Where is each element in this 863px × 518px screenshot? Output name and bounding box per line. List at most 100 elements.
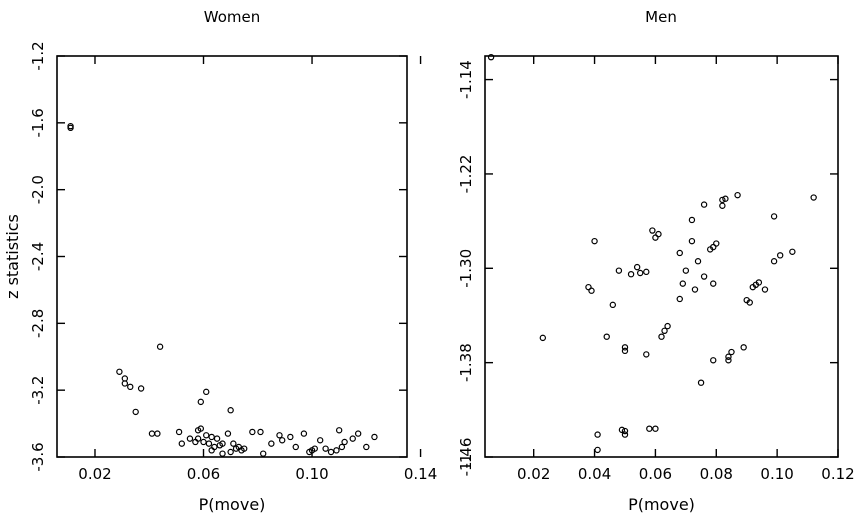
data-point-men (594, 431, 601, 438)
data-point-women (127, 383, 134, 391)
chart-title-women: Women (204, 8, 260, 26)
data-point-women (333, 447, 340, 454)
x-tick-label-women: 0.14 (404, 465, 437, 483)
data-point-women (175, 428, 183, 436)
x-tick-label-men: 0.12 (821, 465, 854, 483)
data-point-women (371, 433, 378, 441)
y-tick-label-women: -2.8 (29, 309, 47, 338)
data-point-men (761, 286, 769, 293)
data-point-women (197, 398, 204, 406)
data-point-women (238, 447, 245, 454)
y-tick-label-women: -1.2 (29, 41, 47, 70)
plot-frame-women (56, 55, 408, 458)
data-point-men (655, 230, 662, 238)
data-point-women (203, 388, 210, 396)
data-point-women (363, 443, 370, 451)
data-point-women (67, 124, 74, 132)
y-tick-label-women: -2.4 (29, 242, 47, 271)
data-point-women (197, 425, 204, 432)
data-point-men (770, 213, 778, 220)
data-point-men (770, 258, 778, 265)
x-tick-label-men: 0.06 (639, 465, 672, 483)
x-tick-label-women: 0.02 (78, 465, 111, 483)
data-point-men (679, 280, 687, 287)
data-point-women (116, 368, 123, 375)
data-point-women (137, 385, 145, 392)
y-tick-label-women: -2.0 (29, 175, 47, 204)
data-point-women (192, 438, 199, 446)
data-point-men (627, 270, 635, 278)
data-point-men (776, 252, 784, 259)
data-point-men (594, 446, 601, 454)
data-point-men (658, 333, 665, 340)
y-tick-label-men: -1.14 (457, 60, 475, 99)
data-point-women (249, 428, 256, 436)
data-point-women (205, 440, 213, 447)
y-tick-label-men: -1.30 (457, 249, 475, 288)
data-point-women (224, 430, 232, 437)
y-tick-label-men: -1.46 (457, 438, 475, 477)
data-point-women (292, 443, 299, 451)
data-point-men (603, 333, 610, 340)
data-point-women (154, 430, 161, 437)
data-point-men (633, 263, 641, 271)
data-point-men (713, 240, 720, 247)
data-point-men (700, 201, 708, 208)
data-point-women (121, 380, 129, 387)
data-point-men (643, 268, 650, 276)
x-tick-label-men: 0.10 (760, 465, 793, 483)
data-point-women (327, 448, 335, 456)
data-point-women (148, 430, 156, 437)
plot-frame-men (484, 55, 839, 458)
data-point-men (719, 202, 726, 209)
data-point-men (621, 347, 629, 355)
data-point-men (722, 195, 729, 202)
data-point-women (260, 450, 267, 457)
x-tick-label-women: 0.06 (187, 465, 220, 483)
data-point-men (691, 286, 699, 293)
data-point-women (341, 438, 348, 446)
data-point-men (646, 425, 653, 432)
data-point-men (591, 237, 598, 245)
x-tick-label-men: 0.08 (700, 465, 733, 483)
y-tick-label-men: -1.38 (457, 343, 475, 382)
data-point-men (789, 248, 796, 255)
data-point-men (810, 194, 817, 201)
data-point-women (257, 428, 264, 436)
data-point-men (621, 344, 629, 351)
data-point-women (338, 443, 346, 451)
data-point-men (664, 322, 671, 330)
data-point-women (178, 440, 186, 447)
x-tick-label-women: 0.10 (295, 465, 328, 483)
data-point-men (609, 301, 617, 309)
y-tick-label-extra-men: -1 (457, 454, 475, 469)
data-point-women (219, 450, 226, 457)
data-point-men (539, 334, 547, 342)
data-point-men (618, 426, 626, 434)
data-point-women (354, 430, 362, 437)
data-point-men (621, 427, 629, 435)
data-point-women (216, 442, 223, 449)
data-point-men (746, 299, 753, 306)
data-point-women (227, 448, 234, 456)
chart-title-men: Men (645, 8, 677, 26)
data-point-men (725, 353, 732, 360)
data-point-men (728, 348, 735, 356)
data-point-men (688, 237, 696, 245)
data-point-men (710, 357, 717, 364)
x-tick-label-men: 0.04 (578, 465, 611, 483)
y-tick-label-women: -1.6 (29, 108, 47, 137)
data-point-women (208, 433, 215, 441)
data-point-men (694, 258, 702, 265)
data-point-women (349, 435, 356, 442)
data-point-men (755, 279, 763, 286)
data-point-men (734, 191, 741, 199)
data-point-men (688, 216, 696, 224)
data-point-women (186, 435, 194, 442)
data-point-women (268, 440, 275, 447)
data-point-women (287, 433, 294, 441)
data-point-men (697, 379, 705, 386)
y-tick-label-women: -3.6 (29, 442, 47, 471)
